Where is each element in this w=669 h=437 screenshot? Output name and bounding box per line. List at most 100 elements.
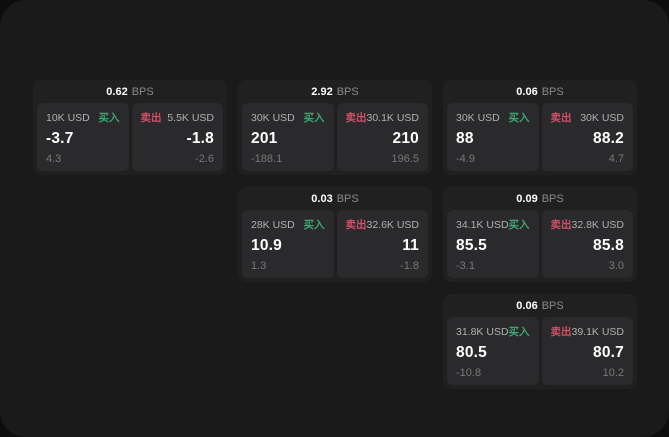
sell-side-label: 卖出 xyxy=(550,219,572,231)
card-header: 0.03 BPS xyxy=(242,191,428,208)
sell-size: 30.1K USD xyxy=(366,111,420,124)
card-header: 0.06 BPS xyxy=(447,84,633,101)
buy-size: 30K USD xyxy=(456,111,500,124)
sell-size: 39.1K USD xyxy=(571,325,625,338)
buy-price: 85.5 xyxy=(456,237,487,254)
sell-quote-panel[interactable]: 卖出 32.6K USD 11 -1.8 xyxy=(336,210,428,278)
card-header: 0.62 BPS xyxy=(37,84,223,101)
sell-side-label: 卖出 xyxy=(550,112,572,124)
quote-card: 0.03 BPS 28K USD 买入 10.9 1.3 卖出 32.6K US… xyxy=(238,187,432,282)
sell-size: 32.8K USD xyxy=(571,218,625,231)
buy-side-label: 买入 xyxy=(508,219,530,231)
bps-unit-label: BPS xyxy=(336,193,359,205)
buy-sub-value: 1.3 xyxy=(251,260,267,272)
buy-price: -3.7 xyxy=(46,130,74,147)
sell-quote-panel[interactable]: 卖出 5.5K USD -1.8 -2.6 xyxy=(131,103,223,171)
bps-unit-label: BPS xyxy=(541,193,564,205)
buy-side-label: 买入 xyxy=(508,112,530,124)
sell-price: 210 xyxy=(392,130,419,147)
buy-sub-value: 4.3 xyxy=(46,153,62,165)
buy-quote-panel[interactable]: 10K USD 买入 -3.7 4.3 xyxy=(37,103,129,171)
card-body: 10K USD 买入 -3.7 4.3 卖出 5.5K USD -1.8 -2.… xyxy=(37,103,223,171)
buy-label-row: 10K USD 买入 xyxy=(46,110,120,125)
buy-price: 10.9 xyxy=(251,237,282,254)
buy-price: 88 xyxy=(456,130,474,147)
sell-quote-panel[interactable]: 卖出 30.1K USD 210 196.5 xyxy=(336,103,428,171)
sell-quote-panel[interactable]: 卖出 30K USD 88.2 4.7 xyxy=(541,103,633,171)
buy-label-row: 30K USD 买入 xyxy=(456,110,530,125)
sell-sub-value: -1.8 xyxy=(400,260,419,272)
sell-price: 80.7 xyxy=(593,344,624,361)
buy-size: 30K USD xyxy=(251,111,295,124)
sell-quote-panel[interactable]: 卖出 39.1K USD 80.7 10.2 xyxy=(541,317,633,385)
buy-quote-panel[interactable]: 30K USD 买入 88 -4.9 xyxy=(447,103,539,171)
quote-card: 0.06 BPS 31.8K USD 买入 80.5 -10.8 卖出 39.1… xyxy=(443,294,637,389)
bps-value: 0.09 xyxy=(516,193,538,205)
quote-card: 0.62 BPS 10K USD 买入 -3.7 4.3 卖出 5.5K USD… xyxy=(33,80,227,175)
sell-price: -1.8 xyxy=(186,130,214,147)
card-header: 0.09 BPS xyxy=(447,191,633,208)
sell-sub-value: 196.5 xyxy=(391,153,419,165)
bps-unit-label: BPS xyxy=(541,86,564,98)
sell-side-label: 卖出 xyxy=(140,112,162,124)
buy-size: 28K USD xyxy=(251,218,295,231)
bps-value: 0.06 xyxy=(516,300,538,312)
quote-card: 2.92 BPS 30K USD 买入 201 -188.1 卖出 30.1K … xyxy=(238,80,432,175)
sell-side-label: 卖出 xyxy=(345,219,367,231)
bps-unit-label: BPS xyxy=(131,86,154,98)
buy-quote-panel[interactable]: 34.1K USD 买入 85.5 -3.1 xyxy=(447,210,539,278)
sell-sub-value: 4.7 xyxy=(608,153,624,165)
sell-label-row: 卖出 30K USD xyxy=(551,110,625,125)
sell-sub-value: 10.2 xyxy=(602,367,624,379)
sell-price: 11 xyxy=(402,237,419,254)
bps-unit-label: BPS xyxy=(541,300,564,312)
card-body: 30K USD 买入 201 -188.1 卖出 30.1K USD 210 1… xyxy=(242,103,428,171)
sell-side-label: 卖出 xyxy=(550,326,572,338)
quotes-grid: 0.62 BPS 10K USD 买入 -3.7 4.3 卖出 5.5K USD… xyxy=(33,80,637,389)
buy-quote-panel[interactable]: 31.8K USD 买入 80.5 -10.8 xyxy=(447,317,539,385)
card-body: 34.1K USD 买入 85.5 -3.1 卖出 32.8K USD 85.8… xyxy=(447,210,633,278)
quote-card: 0.09 BPS 34.1K USD 买入 85.5 -3.1 卖出 32.8K… xyxy=(443,187,637,282)
sell-label-row: 卖出 5.5K USD xyxy=(141,110,215,125)
buy-side-label: 买入 xyxy=(303,112,325,124)
sell-label-row: 卖出 32.6K USD xyxy=(346,217,420,232)
buy-sub-value: -4.9 xyxy=(456,153,475,165)
buy-label-row: 30K USD 买入 xyxy=(251,110,325,125)
buy-size: 10K USD xyxy=(46,111,90,124)
sell-label-row: 卖出 32.8K USD xyxy=(551,217,625,232)
card-header: 2.92 BPS xyxy=(242,84,428,101)
card-header: 0.06 BPS xyxy=(447,298,633,315)
buy-label-row: 28K USD 买入 xyxy=(251,217,325,232)
sell-size: 30K USD xyxy=(580,111,624,124)
buy-side-label: 买入 xyxy=(98,112,120,124)
buy-side-label: 买入 xyxy=(303,219,325,231)
sell-sub-value: -2.6 xyxy=(195,153,214,165)
sell-size: 32.6K USD xyxy=(366,218,420,231)
sell-price: 88.2 xyxy=(593,130,624,147)
card-body: 28K USD 买入 10.9 1.3 卖出 32.6K USD 11 -1.8 xyxy=(242,210,428,278)
sell-sub-value: 3.0 xyxy=(608,260,624,272)
buy-sub-value: -3.1 xyxy=(456,260,475,272)
sell-side-label: 卖出 xyxy=(345,112,367,124)
bps-value: 0.03 xyxy=(311,193,333,205)
buy-sub-value: -10.8 xyxy=(456,367,482,379)
buy-quote-panel[interactable]: 28K USD 买入 10.9 1.3 xyxy=(242,210,334,278)
buy-size: 34.1K USD xyxy=(456,218,509,231)
buy-price: 80.5 xyxy=(456,344,487,361)
sell-quote-panel[interactable]: 卖出 32.8K USD 85.8 3.0 xyxy=(541,210,633,278)
buy-label-row: 34.1K USD 买入 xyxy=(456,217,530,232)
buy-side-label: 买入 xyxy=(508,326,530,338)
buy-quote-panel[interactable]: 30K USD 买入 201 -188.1 xyxy=(242,103,334,171)
bps-value: 0.06 xyxy=(516,86,538,98)
sell-label-row: 卖出 30.1K USD xyxy=(346,110,420,125)
buy-sub-value: -188.1 xyxy=(251,153,283,165)
bps-value: 2.92 xyxy=(311,86,333,98)
buy-label-row: 31.8K USD 买入 xyxy=(456,324,530,339)
card-body: 31.8K USD 买入 80.5 -10.8 卖出 39.1K USD 80.… xyxy=(447,317,633,385)
sell-label-row: 卖出 39.1K USD xyxy=(551,324,625,339)
sell-price: 85.8 xyxy=(593,237,624,254)
buy-price: 201 xyxy=(251,130,278,147)
quote-card: 0.06 BPS 30K USD 买入 88 -4.9 卖出 30K USD 8… xyxy=(443,80,637,175)
